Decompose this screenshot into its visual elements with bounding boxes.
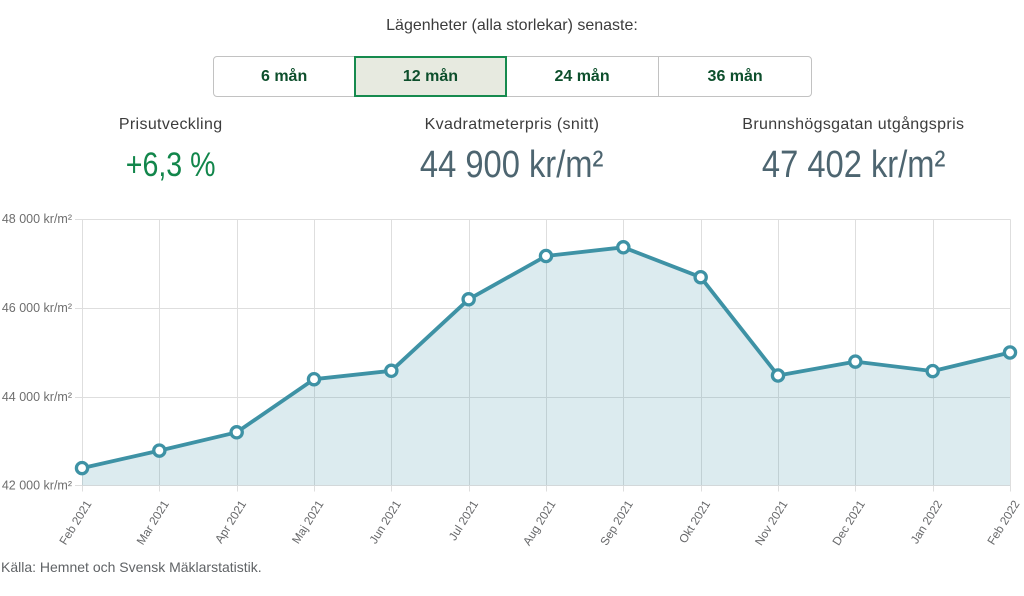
svg-text:Jul 2021: Jul 2021 xyxy=(446,498,482,543)
svg-text:Jun 2021: Jun 2021 xyxy=(366,498,404,547)
svg-text:Okt 2021: Okt 2021 xyxy=(676,498,713,546)
svg-text:Dec 2021: Dec 2021 xyxy=(829,498,868,548)
svg-text:Maj 2021: Maj 2021 xyxy=(289,498,327,547)
svg-text:Aug 2021: Aug 2021 xyxy=(520,498,559,548)
svg-text:Mar 2021: Mar 2021 xyxy=(134,498,172,548)
svg-text:Feb 2021: Feb 2021 xyxy=(56,498,94,548)
svg-text:42 000 kr/m²: 42 000 kr/m² xyxy=(2,479,72,493)
svg-text:Sep 2021: Sep 2021 xyxy=(597,498,636,548)
svg-text:Nov 2021: Nov 2021 xyxy=(752,498,791,548)
svg-text:46 000 kr/m²: 46 000 kr/m² xyxy=(2,301,72,315)
svg-text:Apr 2021: Apr 2021 xyxy=(212,498,249,546)
svg-text:48 000 kr/m²: 48 000 kr/m² xyxy=(2,212,72,226)
svg-text:44 000 kr/m²: 44 000 kr/m² xyxy=(2,390,72,404)
svg-text:Jan 2022: Jan 2022 xyxy=(908,498,946,547)
svg-text:Feb 2022: Feb 2022 xyxy=(984,498,1022,548)
